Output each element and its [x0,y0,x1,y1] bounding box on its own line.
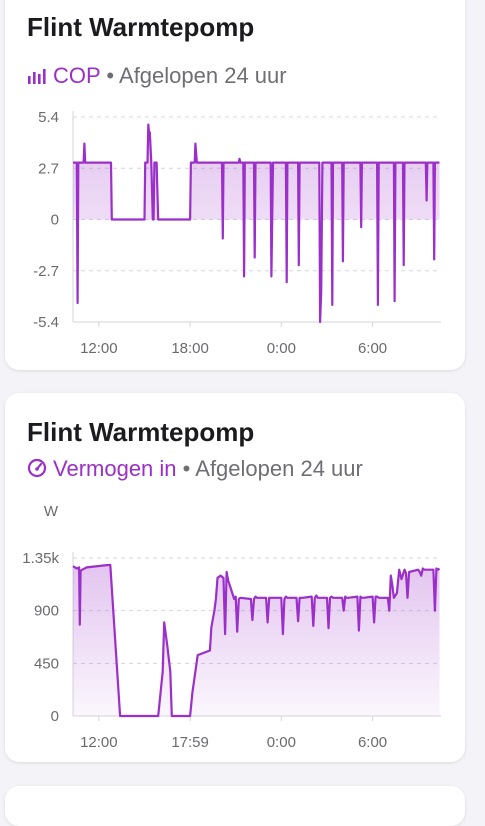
card-title: Flint Warmtepomp [27,417,255,447]
card-title: Flint Warmtepomp [27,12,255,42]
x-tick-label: 6:00 [358,734,387,751]
entity-link[interactable]: COP [27,63,106,88]
cop-chart: 5.4 2.7 0 -2.7 -5.4 12:00 18:00 0:00 6:00 [33,109,441,357]
power-chart: 1.35k 900 450 0 W 12:00 17:59 0:00 6:00 [22,503,441,751]
y-tick-label: -5.4 [33,314,59,331]
y-tick-label: 0 [51,708,59,725]
history-card-cop[interactable]: Flint Warmtepomp COP • Afgelopen 24 uur … [5,0,465,370]
x-tick-label: 12:00 [80,734,118,751]
period-label: Afgelopen 24 uur [195,456,363,481]
series-line [73,123,440,324]
card-subtitle: Vermogen in • Afgelopen 24 uur [27,456,363,484]
y-axis-unit: W [44,503,59,520]
series-area [73,124,440,322]
x-tick-label: 12:00 [80,340,118,357]
x-tick-label: 0:00 [267,734,296,751]
x-tick-label: 6:00 [358,340,387,357]
series-line [72,563,441,718]
separator-dot: • [182,456,191,481]
entity-link[interactable]: Vermogen in [27,456,183,481]
y-tick-label: 5.4 [38,109,59,126]
y-tick-label: 0 [51,212,59,229]
series-area [73,565,440,716]
y-tick-label: 900 [34,603,59,620]
y-tick-label: 2.7 [38,160,59,177]
separator-dot: • [106,63,115,88]
bar-chart-icon [27,65,47,91]
gauge-icon [27,458,47,484]
y-tick-label: -2.7 [33,263,59,280]
y-tick-label: 450 [34,655,59,672]
x-tick-label: 17:59 [171,734,209,751]
period-label: Afgelopen 24 uur [119,63,287,88]
x-tick-label: 18:00 [171,340,209,357]
history-card-next[interactable] [5,786,465,826]
x-tick-label: 0:00 [267,340,296,357]
history-card-power[interactable]: Flint Warmtepomp Vermogen in • Afgelopen… [5,393,465,762]
entity-name: COP [53,63,101,88]
y-tick-label: 1.35k [22,550,59,567]
card-subtitle: COP • Afgelopen 24 uur [27,63,287,91]
entity-name: Vermogen in [53,456,177,481]
